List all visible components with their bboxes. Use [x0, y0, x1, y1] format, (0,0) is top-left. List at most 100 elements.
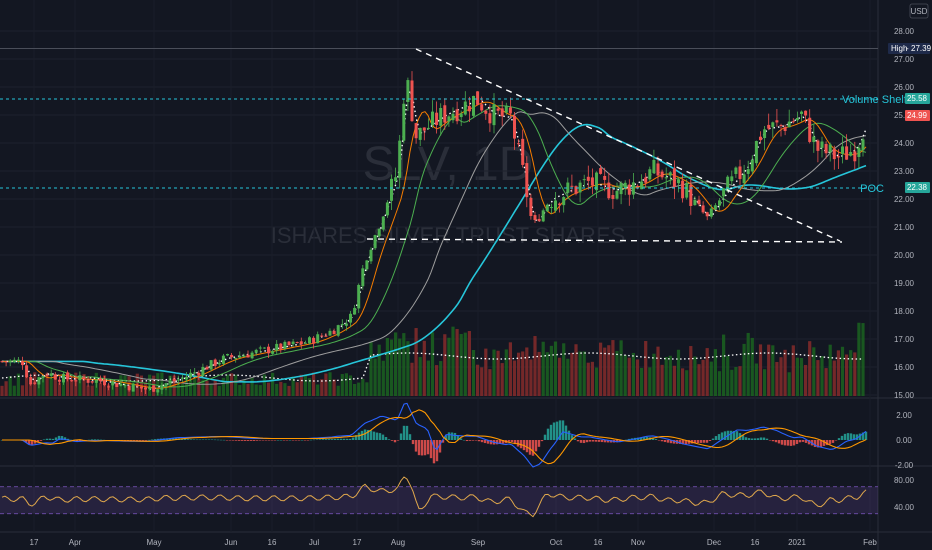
candle-body [242, 355, 246, 357]
macd-histogram-bar [681, 440, 685, 445]
price-tick-label: 15.00 [894, 391, 915, 400]
candle-body [558, 203, 562, 206]
candle-body [566, 182, 570, 193]
volume-bar [480, 367, 484, 396]
macd-histogram-bar [372, 431, 376, 440]
macd-histogram-bar [198, 439, 202, 441]
price-axis[interactable]: 28.00 27.00 26.00 25.00 24.00 23.00 22.00 21.00… [894, 27, 915, 512]
candle-body [271, 351, 275, 354]
macd-histogram-bar [27, 440, 31, 445]
volume-bar [275, 383, 279, 396]
macd-histogram-bar [561, 420, 565, 440]
candle-body [660, 171, 664, 178]
macd-histogram-bar [147, 439, 151, 441]
macd-histogram-bar [828, 440, 832, 445]
volume-bar [713, 349, 717, 396]
macd-histogram-bar [363, 429, 367, 440]
candle-body [857, 147, 861, 157]
candle-body [537, 218, 541, 222]
volume-bar [709, 361, 713, 396]
macd-histogram-bar [255, 440, 259, 441]
macd-histogram-bar [66, 438, 70, 440]
candle-body [484, 110, 488, 114]
volume-bar [430, 332, 435, 396]
candle-body [841, 146, 844, 154]
candle-body [267, 346, 270, 354]
candle-body [398, 140, 402, 178]
candle-body [730, 176, 734, 182]
macd-histogram-bar [141, 440, 145, 441]
volume-bar [193, 378, 197, 396]
volume-bar [603, 347, 607, 396]
macd-histogram-bar [729, 430, 733, 440]
candle-body [652, 159, 656, 174]
macd-histogram-bar [687, 440, 691, 444]
candle-body [185, 376, 188, 380]
candle-body [845, 146, 849, 160]
macd-histogram-bar [405, 425, 409, 440]
volume-bar [767, 344, 771, 396]
candle-body [234, 357, 238, 359]
volume-shelf-annotation: Volume Shelf [842, 94, 908, 106]
descending-trendline[interactable] [415, 48, 841, 242]
macd-histogram-bar [63, 437, 67, 440]
currency-badge[interactable] [909, 3, 929, 19]
macd-histogram-bar [804, 440, 808, 443]
candle-body [590, 177, 594, 186]
volume-bar [324, 373, 328, 396]
candle-body [74, 380, 78, 382]
macd-histogram-bar [399, 433, 403, 440]
volume-shelf-tag-value: 25.58 [907, 94, 928, 103]
candle-body [636, 185, 639, 188]
candle-body [45, 374, 49, 376]
candle-body [508, 107, 512, 114]
candle-body [861, 139, 865, 151]
candle-body [320, 335, 324, 337]
macd-histogram-bar [576, 440, 580, 442]
high-price-tag-bg [888, 43, 930, 54]
volume-bar [845, 354, 849, 396]
poc-tag-bg [905, 182, 930, 193]
candle-body [316, 334, 320, 344]
candle-body [70, 380, 74, 382]
candle-body [201, 366, 205, 377]
candle-body [217, 362, 221, 365]
time-axis[interactable]: 17 Apr May Jun 16 Jul 17 Aug Sep Oct 16 Nov Dec 16 202… [30, 538, 878, 547]
macd-histogram-bar [426, 440, 430, 455]
macd-histogram-bar [759, 437, 763, 440]
macd-histogram-bar [180, 438, 184, 440]
macd-histogram-bar [489, 440, 493, 445]
time-tick-label: 2021 [788, 538, 806, 547]
candle-body [800, 111, 803, 114]
macd-histogram-bar [69, 439, 73, 441]
macd-histogram-bar [279, 440, 283, 441]
volume-bar [156, 373, 160, 396]
macd-histogram-bar [750, 438, 754, 440]
candle-body [533, 215, 537, 221]
volume-bar [78, 377, 82, 396]
volume-bar [246, 383, 250, 396]
candle-body [283, 341, 287, 350]
macd-histogram-bar [264, 440, 268, 441]
support-trendline[interactable] [366, 238, 843, 243]
time-tick-label: Sep [471, 538, 486, 547]
volume-bar [385, 338, 389, 396]
price-tick-label: 21.00 [894, 223, 915, 232]
volume-bar [816, 360, 820, 396]
volume-bar [738, 366, 742, 396]
candle-body [607, 182, 611, 199]
volume-bar [717, 371, 722, 396]
macd-histogram-bar [471, 440, 475, 441]
macd-histogram-bar [336, 438, 340, 440]
volume-bar [435, 365, 439, 396]
macd-histogram-bar [468, 440, 472, 441]
macd-histogram-bar [618, 440, 622, 442]
volume-bar [791, 345, 795, 396]
volume-bar [49, 378, 53, 396]
macd-histogram-bar [513, 440, 517, 445]
volume-bar [172, 375, 176, 396]
macd-histogram-bar [846, 433, 850, 440]
macd-histogram-bar [414, 440, 418, 452]
volume-bar [217, 385, 221, 396]
